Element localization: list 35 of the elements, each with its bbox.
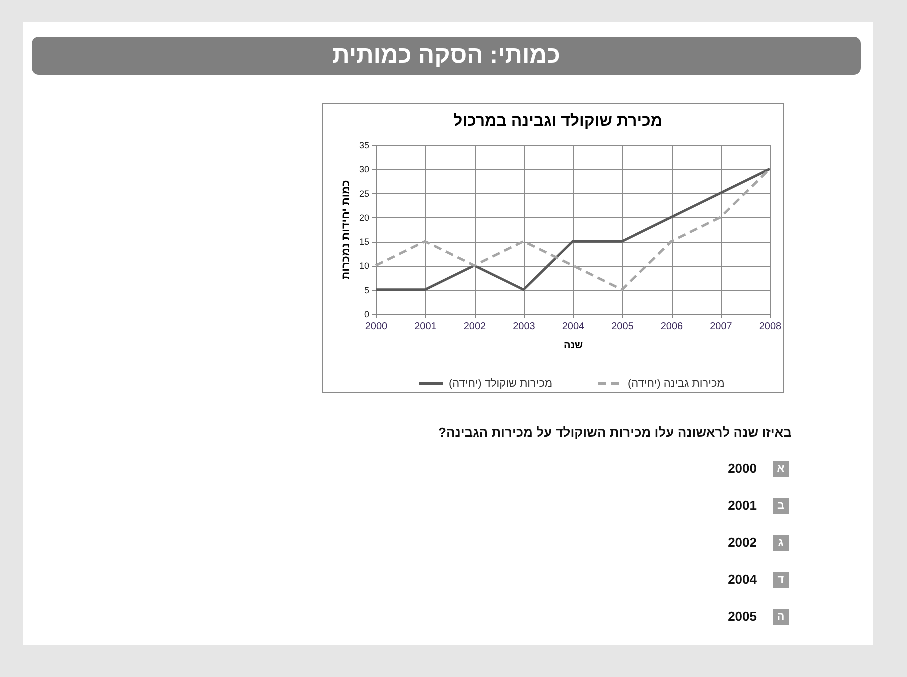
x-axis-title: שנה [564, 340, 584, 352]
x-tick-label: 2000 [365, 322, 388, 332]
x-tick-label: 2008 [759, 322, 782, 332]
text: 2005 [728, 609, 757, 625]
text: באיזו שנה לראשונה עלו מכירות השוקולד על מכירות הגבינה? [438, 425, 792, 440]
text: 2004 [728, 572, 757, 588]
y-axis-title: כמות יחידות נמכרות [340, 180, 352, 280]
text: כמותי: הסקה כמותית [32, 37, 861, 75]
text: ה [773, 609, 789, 625]
y-tick-label: 15 [359, 237, 370, 248]
y-tick-label: 10 [359, 261, 370, 272]
x-tick-label: 2005 [612, 322, 634, 332]
legend-label: מכירות גבינה (יחידה) [628, 378, 725, 390]
x-tick-label: 2007 [710, 322, 733, 332]
text: 2000 [728, 461, 757, 477]
x-tick-label: 2003 [513, 322, 536, 332]
x-tick-label: 2006 [660, 322, 684, 332]
text: א [773, 461, 789, 477]
line-series [374, 168, 772, 292]
text: ד [773, 572, 789, 588]
y-tick-label: 0 [364, 310, 370, 320]
text: ב [773, 498, 789, 514]
chart-title: מכירת שוקולד וגבינה במרכול [453, 112, 663, 130]
text: 2001 [728, 498, 757, 514]
x-tick-label: 2004 [562, 322, 586, 332]
text: 2002 [728, 535, 757, 551]
y-tick-label: 25 [359, 188, 370, 199]
y-tick-label: 30 [359, 164, 370, 175]
x-tick-label: 2002 [464, 322, 487, 332]
y-tick-label: 20 [359, 212, 370, 223]
y-tick-label: 5 [364, 285, 370, 296]
legend-label: מכירות שוקולד (יחידה) [449, 378, 553, 390]
y-tick-label: 35 [359, 140, 370, 150]
text: ג [773, 535, 789, 551]
x-tick-label: 2001 [414, 322, 438, 332]
